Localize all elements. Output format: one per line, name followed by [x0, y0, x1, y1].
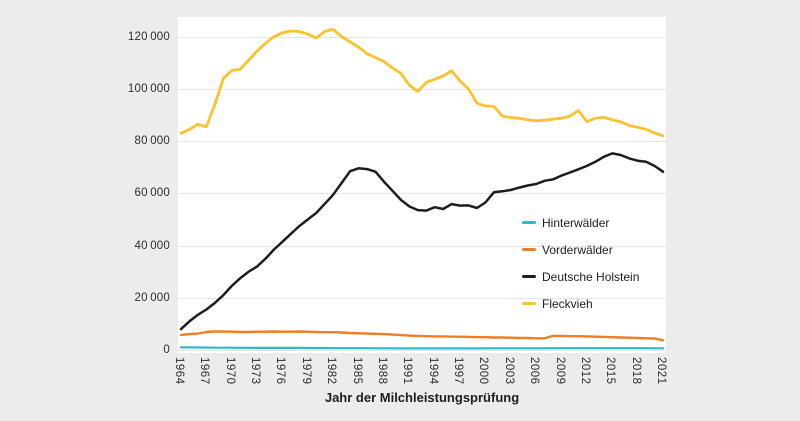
x-tick-label: 1997	[452, 357, 464, 385]
legend-label: Fleckvieh	[542, 296, 593, 311]
legend-item: Deutsche Holstein	[522, 263, 639, 290]
legend-label: Vorderwälder	[542, 242, 613, 257]
gridline	[178, 89, 666, 90]
legend: Hinterwälder Vorderwälder Deutsche Holstei…	[522, 209, 639, 317]
x-tick-label: 1973	[249, 357, 261, 385]
x-tick-label: 2021	[655, 357, 667, 385]
x-tick-label: 2006	[528, 357, 540, 385]
gridline	[178, 246, 666, 247]
x-tick-label: 1970	[224, 357, 236, 385]
y-tick-label: 40 000	[134, 240, 170, 252]
plot-area	[178, 17, 666, 353]
legend-swatch-icon	[522, 221, 536, 224]
series-line-deutsche-holstein	[179, 152, 665, 331]
gridline	[178, 193, 666, 194]
x-tick-label: 1982	[325, 357, 337, 385]
legend-item: Vorderwälder	[522, 236, 639, 263]
series-line-hinterw-lder	[179, 346, 665, 350]
legend-swatch-icon	[522, 275, 536, 278]
x-tick-label: 1988	[376, 357, 388, 385]
y-tick-label: 80 000	[134, 135, 170, 147]
x-tick-label: 2012	[579, 357, 591, 385]
gridline	[178, 298, 666, 299]
x-tick-label: 1991	[401, 357, 413, 385]
x-tick-label: 1994	[427, 357, 439, 385]
x-tick-label: 2009	[554, 357, 566, 385]
x-tick-label: 2003	[503, 357, 515, 385]
y-tick-label: 60 000	[134, 187, 170, 199]
legend-swatch-icon	[522, 248, 536, 251]
legend-swatch-icon	[522, 302, 536, 305]
y-tick-label: 0	[163, 344, 170, 356]
x-axis-title: Jahr der Milchleistungsprüfung	[324, 390, 520, 405]
x-tick-label: 1985	[351, 357, 363, 385]
x-tick-label: 1979	[300, 357, 312, 385]
gridline	[178, 350, 666, 351]
x-tick-label: 1964	[173, 357, 185, 385]
x-tick-label: 2015	[604, 357, 616, 385]
series-line-fleckvieh	[179, 27, 665, 138]
y-tick-label: 20 000	[134, 292, 170, 304]
x-tick-label: 1976	[274, 357, 286, 385]
legend-label: Hinterwälder	[542, 215, 610, 230]
legend-item: Fleckvieh	[522, 290, 639, 317]
x-tick-label: 1967	[198, 357, 210, 385]
gridline	[178, 37, 666, 38]
legend-label: Deutsche Holstein	[542, 269, 640, 284]
x-tick-label: 2018	[630, 357, 642, 385]
y-tick-label: 120 000	[127, 31, 170, 43]
series-line-vorderw-lder	[179, 330, 665, 342]
legend-item: Hinterwälder	[522, 209, 639, 236]
gridline	[178, 141, 666, 142]
x-tick-label: 2000	[477, 357, 489, 385]
y-tick-label: 100 000	[127, 83, 170, 95]
